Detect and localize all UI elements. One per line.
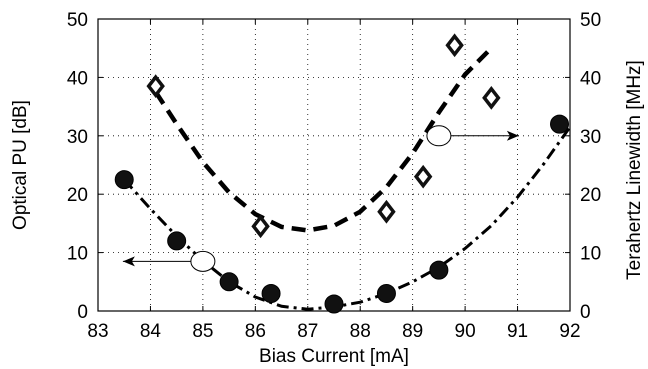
x-tick-label: 86 (245, 321, 266, 342)
y-tick-label-left: 50 (67, 10, 88, 31)
data-point-circle (261, 283, 281, 303)
fit-curve-right (153, 46, 493, 233)
fit-curve-left (123, 126, 572, 311)
arrow-head-icon (506, 130, 519, 141)
data-point-circle (167, 231, 187, 251)
y-tick-label-left: 0 (77, 302, 88, 323)
y-axis-label-left: Optical PU [dB] (10, 100, 31, 230)
x-tick-label: 84 (140, 321, 162, 342)
y-tick-label-right: 50 (580, 10, 601, 31)
x-tick-label: 87 (297, 321, 318, 342)
x-tick-label: 83 (87, 321, 108, 342)
y-tick-label-right: 30 (580, 127, 601, 148)
fit-curves (123, 46, 572, 311)
ticks: 83 84 85 86 87 88 89 90 91 9201020304050010203040… (67, 10, 601, 342)
data-point-diamond (482, 85, 501, 110)
data-point-diamond (146, 74, 165, 99)
data-point-diamond (445, 33, 464, 58)
x-tick-label: 89 (402, 321, 423, 342)
y-tick-label-left: 40 (67, 68, 88, 89)
y-tick-label-right: 0 (580, 302, 591, 323)
data-point-circle (376, 283, 396, 303)
y-tick-label-left: 30 (67, 127, 88, 148)
annotation-circle (190, 250, 216, 272)
data-point-diamond (377, 199, 396, 224)
y-axis-label-right: Terahertz Linewidth [MHz] (624, 60, 645, 280)
x-tick-label: 91 (507, 321, 528, 342)
annotations (122, 125, 519, 272)
x-tick-label: 92 (559, 321, 580, 342)
annotation-circle (426, 125, 452, 147)
y-tick-label-left: 20 (67, 185, 88, 206)
data-marks (114, 33, 570, 314)
data-point-circle (324, 294, 344, 314)
plot-frame (97, 18, 571, 312)
x-tick-label: 85 (192, 321, 213, 342)
arrow-head-icon (122, 256, 135, 267)
y-tick-label-right: 10 (580, 244, 601, 265)
data-point-circle (550, 114, 570, 134)
y-tick-label-right: 40 (580, 68, 601, 89)
y-tick-label-left: 10 (67, 244, 88, 265)
data-point-circle (219, 272, 239, 292)
x-axis-label: Bias Current [mA] (259, 346, 409, 367)
data-point-diamond (413, 164, 433, 189)
x-tick-label: 88 (350, 321, 371, 342)
grid (98, 19, 570, 311)
x-tick-label: 90 (455, 321, 476, 342)
data-point-circle (114, 170, 134, 190)
y-tick-label-right: 20 (580, 185, 601, 206)
data-point-diamond (251, 214, 270, 239)
data-point-circle (429, 260, 449, 280)
